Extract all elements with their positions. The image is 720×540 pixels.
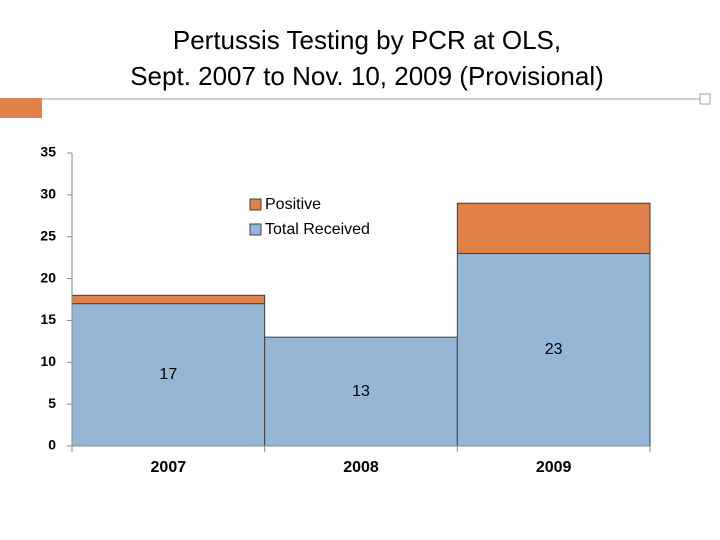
data-label: 13: [352, 383, 370, 400]
legend-swatch: [249, 223, 262, 236]
y-tick-label: 20: [40, 269, 56, 285]
y-tick-label: 15: [40, 311, 56, 327]
x-tick-label: 2009: [536, 459, 572, 476]
y-tick-label: 0: [48, 437, 56, 453]
bar: [456, 202, 651, 254]
bar: [71, 294, 266, 305]
data-label: 17: [159, 366, 177, 383]
chart-title: Sept. 2007 to Nov. 10, 2009 (Provisional…: [130, 61, 604, 91]
x-tick-label: 2007: [151, 459, 187, 476]
y-tick-label: 35: [40, 144, 56, 160]
legend-label: Positive: [265, 196, 321, 213]
legend-swatch: [249, 198, 262, 211]
decor-block: [0, 98, 42, 118]
legend-label: Total Received: [265, 221, 370, 238]
y-tick-label: 25: [40, 227, 56, 243]
y-tick-label: 30: [40, 186, 56, 202]
y-tick-label: 5: [48, 395, 56, 411]
chart-title: Pertussis Testing by PCR at OLS,: [173, 25, 561, 55]
decor-square: [699, 93, 711, 105]
y-tick-label: 10: [40, 353, 56, 369]
x-tick-label: 2008: [343, 459, 379, 476]
data-label: 23: [545, 341, 563, 358]
